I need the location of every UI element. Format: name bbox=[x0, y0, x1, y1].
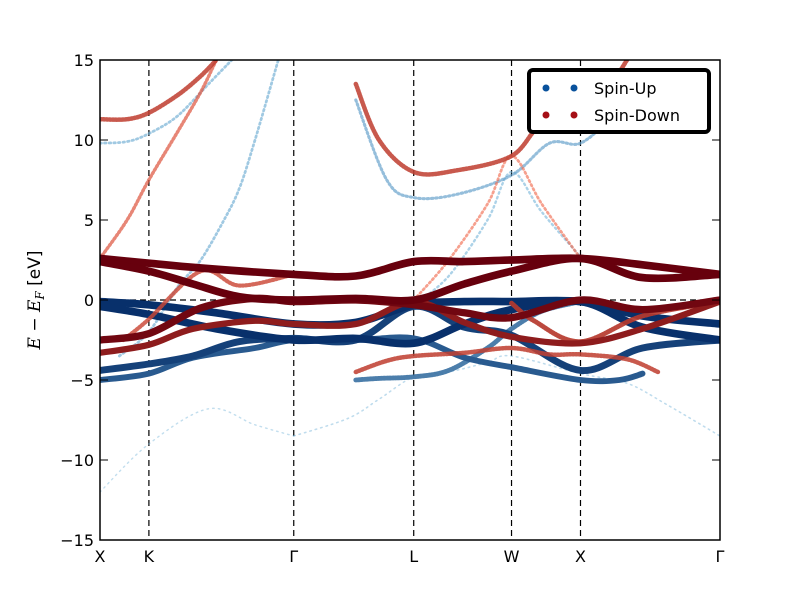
spin-up-band-4 bbox=[118, 60, 280, 358]
y-tick-label: 5 bbox=[84, 211, 94, 230]
y-tick-label: −10 bbox=[60, 451, 94, 470]
x-tick-label: Γ bbox=[289, 547, 298, 566]
spin-down-band-8 bbox=[353, 345, 661, 375]
legend-label-spin-down: Spin-Down bbox=[594, 106, 680, 125]
x-tick-label: Γ bbox=[716, 547, 725, 566]
bands-group bbox=[100, 60, 720, 540]
y-tick-label: 0 bbox=[84, 291, 94, 310]
legend-marker-spin-down bbox=[542, 111, 550, 119]
x-tick-label: X bbox=[575, 547, 586, 566]
x-tick-label: K bbox=[144, 547, 155, 566]
legend-label-spin-up: Spin-Up bbox=[594, 79, 657, 98]
legend-marker-spin-down bbox=[570, 111, 578, 119]
plot-area bbox=[100, 60, 720, 540]
legend-marker-spin-up bbox=[542, 84, 550, 92]
spin-up-band-10 bbox=[100, 407, 295, 493]
spin-up-band-9 bbox=[293, 354, 720, 437]
spin-up-band-7 bbox=[412, 170, 582, 306]
legend: Spin-Up Spin-Down bbox=[527, 68, 711, 134]
y-tick-label: 15 bbox=[74, 51, 94, 70]
axes: −15 −10 −5 0 5 10 15 X K Γ L W X Γ bbox=[60, 51, 724, 566]
spin-up-band-2 bbox=[100, 302, 720, 374]
spin-down-band-1 bbox=[100, 254, 720, 305]
y-axis-label: E − EF [eV] bbox=[25, 251, 47, 351]
spin-up-band-1 bbox=[100, 297, 720, 348]
x-tick-label: W bbox=[504, 547, 520, 566]
y-tick-label: −15 bbox=[60, 531, 94, 550]
legend-marker-spin-up bbox=[570, 84, 578, 92]
x-tick-label: L bbox=[409, 547, 418, 566]
spin-up-band-5 bbox=[100, 60, 234, 145]
y-tick-label: 10 bbox=[74, 131, 94, 150]
x-tick-label: X bbox=[95, 547, 106, 566]
y-tick-label: −5 bbox=[70, 371, 94, 390]
spin-down-band-5 bbox=[100, 60, 219, 261]
spin-down-band-4 bbox=[100, 60, 219, 122]
